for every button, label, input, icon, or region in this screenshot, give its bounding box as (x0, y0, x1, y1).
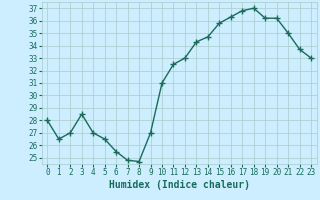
X-axis label: Humidex (Indice chaleur): Humidex (Indice chaleur) (109, 180, 250, 190)
